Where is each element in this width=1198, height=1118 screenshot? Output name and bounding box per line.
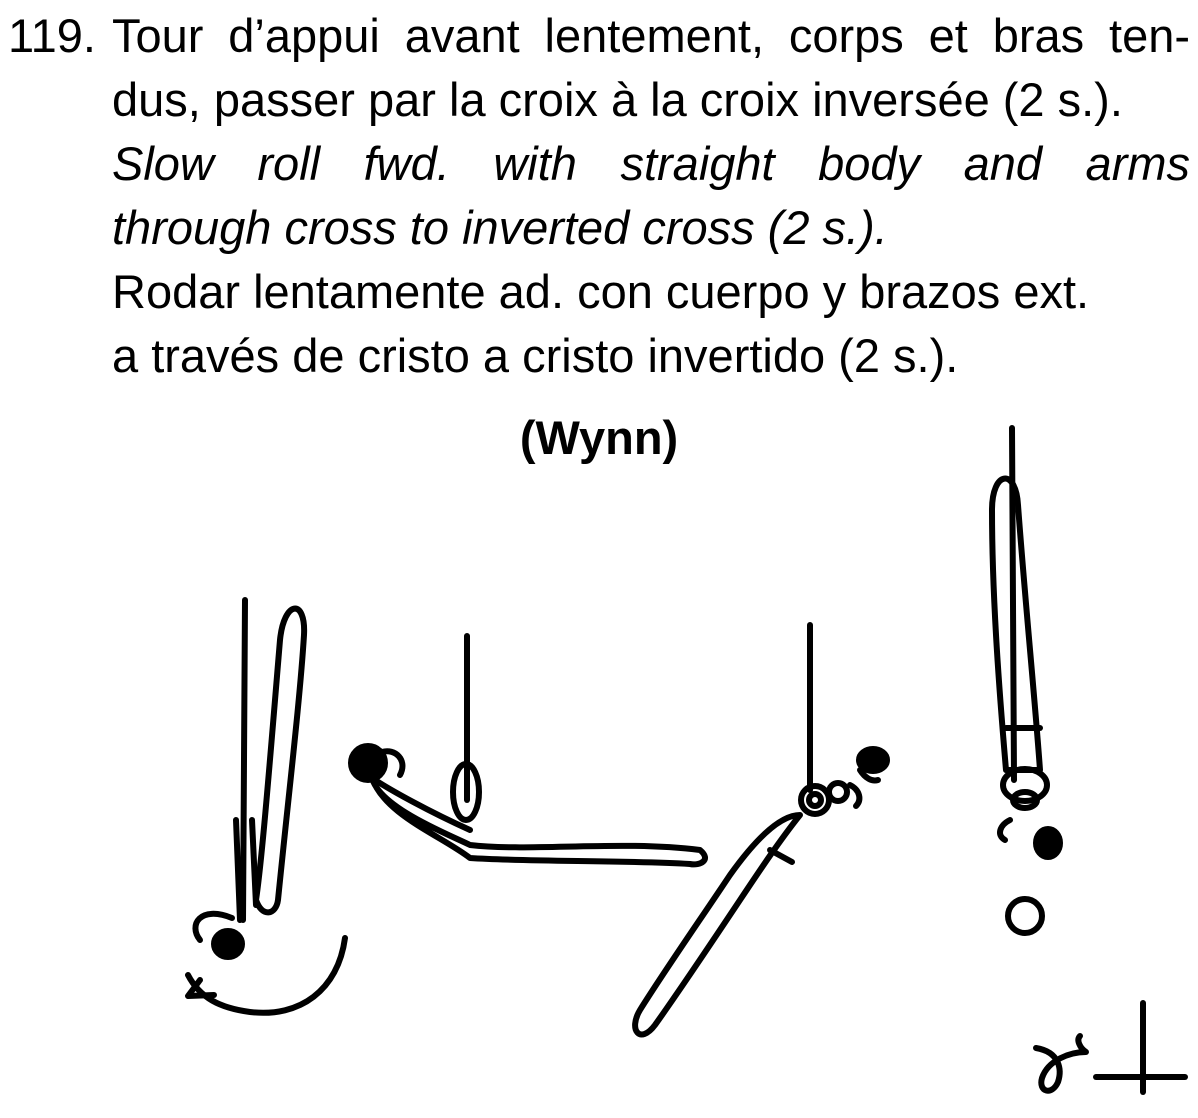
element-number: 119.: [8, 9, 96, 62]
author-credit: (Wynn): [519, 411, 679, 464]
spanish-line-1: Rodar lentamente ad. con cuerpo y brazos…: [112, 265, 1090, 318]
english-line-2: through cross to inverted cross (2 s.).: [112, 201, 888, 254]
spanish-line-2: a través de cristo a cristo invertido (2…: [112, 329, 959, 382]
pose-inverted-cross: [989, 425, 1063, 936]
pose-cross: [348, 633, 708, 868]
pose-inverted-hang-start: [185, 597, 348, 1016]
french-line-1: Tour d’appui avant lentement, corps et b…: [112, 9, 1190, 62]
element-description: Tour d’appui avant lentement, corps et b…: [112, 4, 1190, 388]
french-line-2: dus, passer par la croix à la croix inve…: [112, 73, 1123, 126]
difficulty-symbol-icon: [1033, 1000, 1188, 1095]
english-line-1: Slow roll fwd. with straight body and ar…: [112, 137, 1190, 190]
pose-diagonal-roll: [632, 622, 890, 1038]
